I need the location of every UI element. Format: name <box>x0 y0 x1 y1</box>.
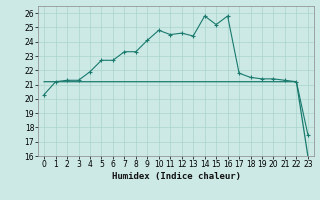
X-axis label: Humidex (Indice chaleur): Humidex (Indice chaleur) <box>111 172 241 181</box>
